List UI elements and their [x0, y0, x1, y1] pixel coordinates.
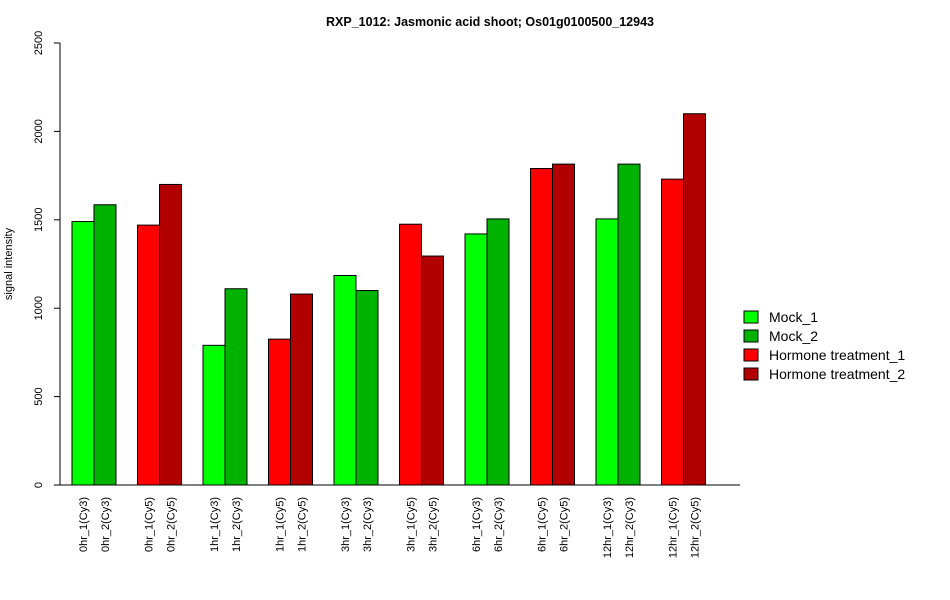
x-tick-label: 3hr_1(Cy3) [340, 497, 352, 552]
bar [399, 223, 422, 486]
y-axis-label: signal intensity [3, 227, 15, 300]
bar [355, 290, 379, 486]
x-tick-label: 12hr_2(Cy3) [624, 497, 636, 558]
bar [224, 288, 248, 486]
bar [617, 163, 641, 486]
legend-label: Hormone treatment_2 [769, 366, 905, 382]
y-tick-label: 1500 [33, 208, 45, 232]
bar [683, 113, 706, 486]
legend-swatch [743, 348, 759, 362]
x-tick-label: 6hr_2(Cy3) [493, 497, 505, 552]
x-tick-label: 6hr_1(Cy3) [471, 497, 483, 552]
y-tick-label: 0 [33, 482, 45, 488]
bar [464, 233, 488, 486]
y-tick-label: 500 [33, 387, 45, 405]
x-tick-label: 12hr_1(Cy5) [668, 497, 680, 558]
x-tick-label: 3hr_2(Cy5) [428, 497, 440, 552]
x-tick-label: 0hr_1(Cy5) [144, 497, 156, 552]
x-tick-label: 1hr_2(Cy3) [231, 497, 243, 552]
bar-group [71, 113, 706, 486]
x-tick-label: 12hr_2(Cy5) [690, 497, 702, 558]
bar [71, 221, 95, 486]
bar [93, 204, 117, 486]
bar [333, 274, 357, 486]
legend-swatch [743, 367, 759, 381]
y-tick-label: 2000 [33, 119, 45, 143]
x-tick-label: 1hr_2(Cy5) [297, 497, 309, 552]
x-tick-label: 3hr_2(Cy3) [362, 497, 374, 552]
x-tick-label: 0hr_1(Cy3) [78, 497, 90, 552]
bar [421, 255, 444, 486]
chart-title: RXP_1012: Jasmonic acid shoot; Os01g0100… [326, 15, 654, 29]
x-tick-label: 12hr_1(Cy3) [602, 497, 614, 558]
legend: Mock_1 Mock_2 Hormone treatment_1 Hormone t… [743, 309, 905, 382]
bar [661, 178, 684, 486]
x-axis: 0hr_1(Cy3) 0hr_2(Cy3) 0hr_1(Cy5) 0hr_2(Cy5)… [60, 484, 740, 558]
legend-label: Hormone treatment_1 [769, 347, 905, 363]
y-axis: 0 500 1000 1500 2000 2500 [33, 31, 61, 488]
bar [486, 218, 510, 486]
bar [159, 183, 182, 486]
x-tick-label: 1hr_1(Cy5) [275, 497, 287, 552]
bar [290, 293, 313, 486]
x-tick-label: 0hr_2(Cy3) [100, 497, 112, 552]
x-tick-label: 3hr_1(Cy5) [406, 497, 418, 552]
bar [137, 224, 160, 486]
legend-swatch [743, 310, 759, 324]
legend-label: Mock_2 [769, 328, 818, 344]
bar [595, 218, 619, 486]
y-tick-label: 1000 [33, 296, 45, 320]
legend-label: Mock_1 [769, 309, 818, 325]
x-tick-label: 6hr_2(Cy5) [559, 497, 571, 552]
bar [552, 163, 575, 486]
legend-swatch [743, 329, 759, 343]
x-tick-label: 0hr_2(Cy5) [166, 497, 178, 552]
y-tick-label: 2500 [33, 31, 45, 55]
bar [268, 338, 291, 486]
bar [202, 344, 226, 486]
x-tick-label: 1hr_1(Cy3) [209, 497, 221, 552]
bar [530, 168, 553, 486]
x-tick-label: 6hr_1(Cy5) [537, 497, 549, 552]
